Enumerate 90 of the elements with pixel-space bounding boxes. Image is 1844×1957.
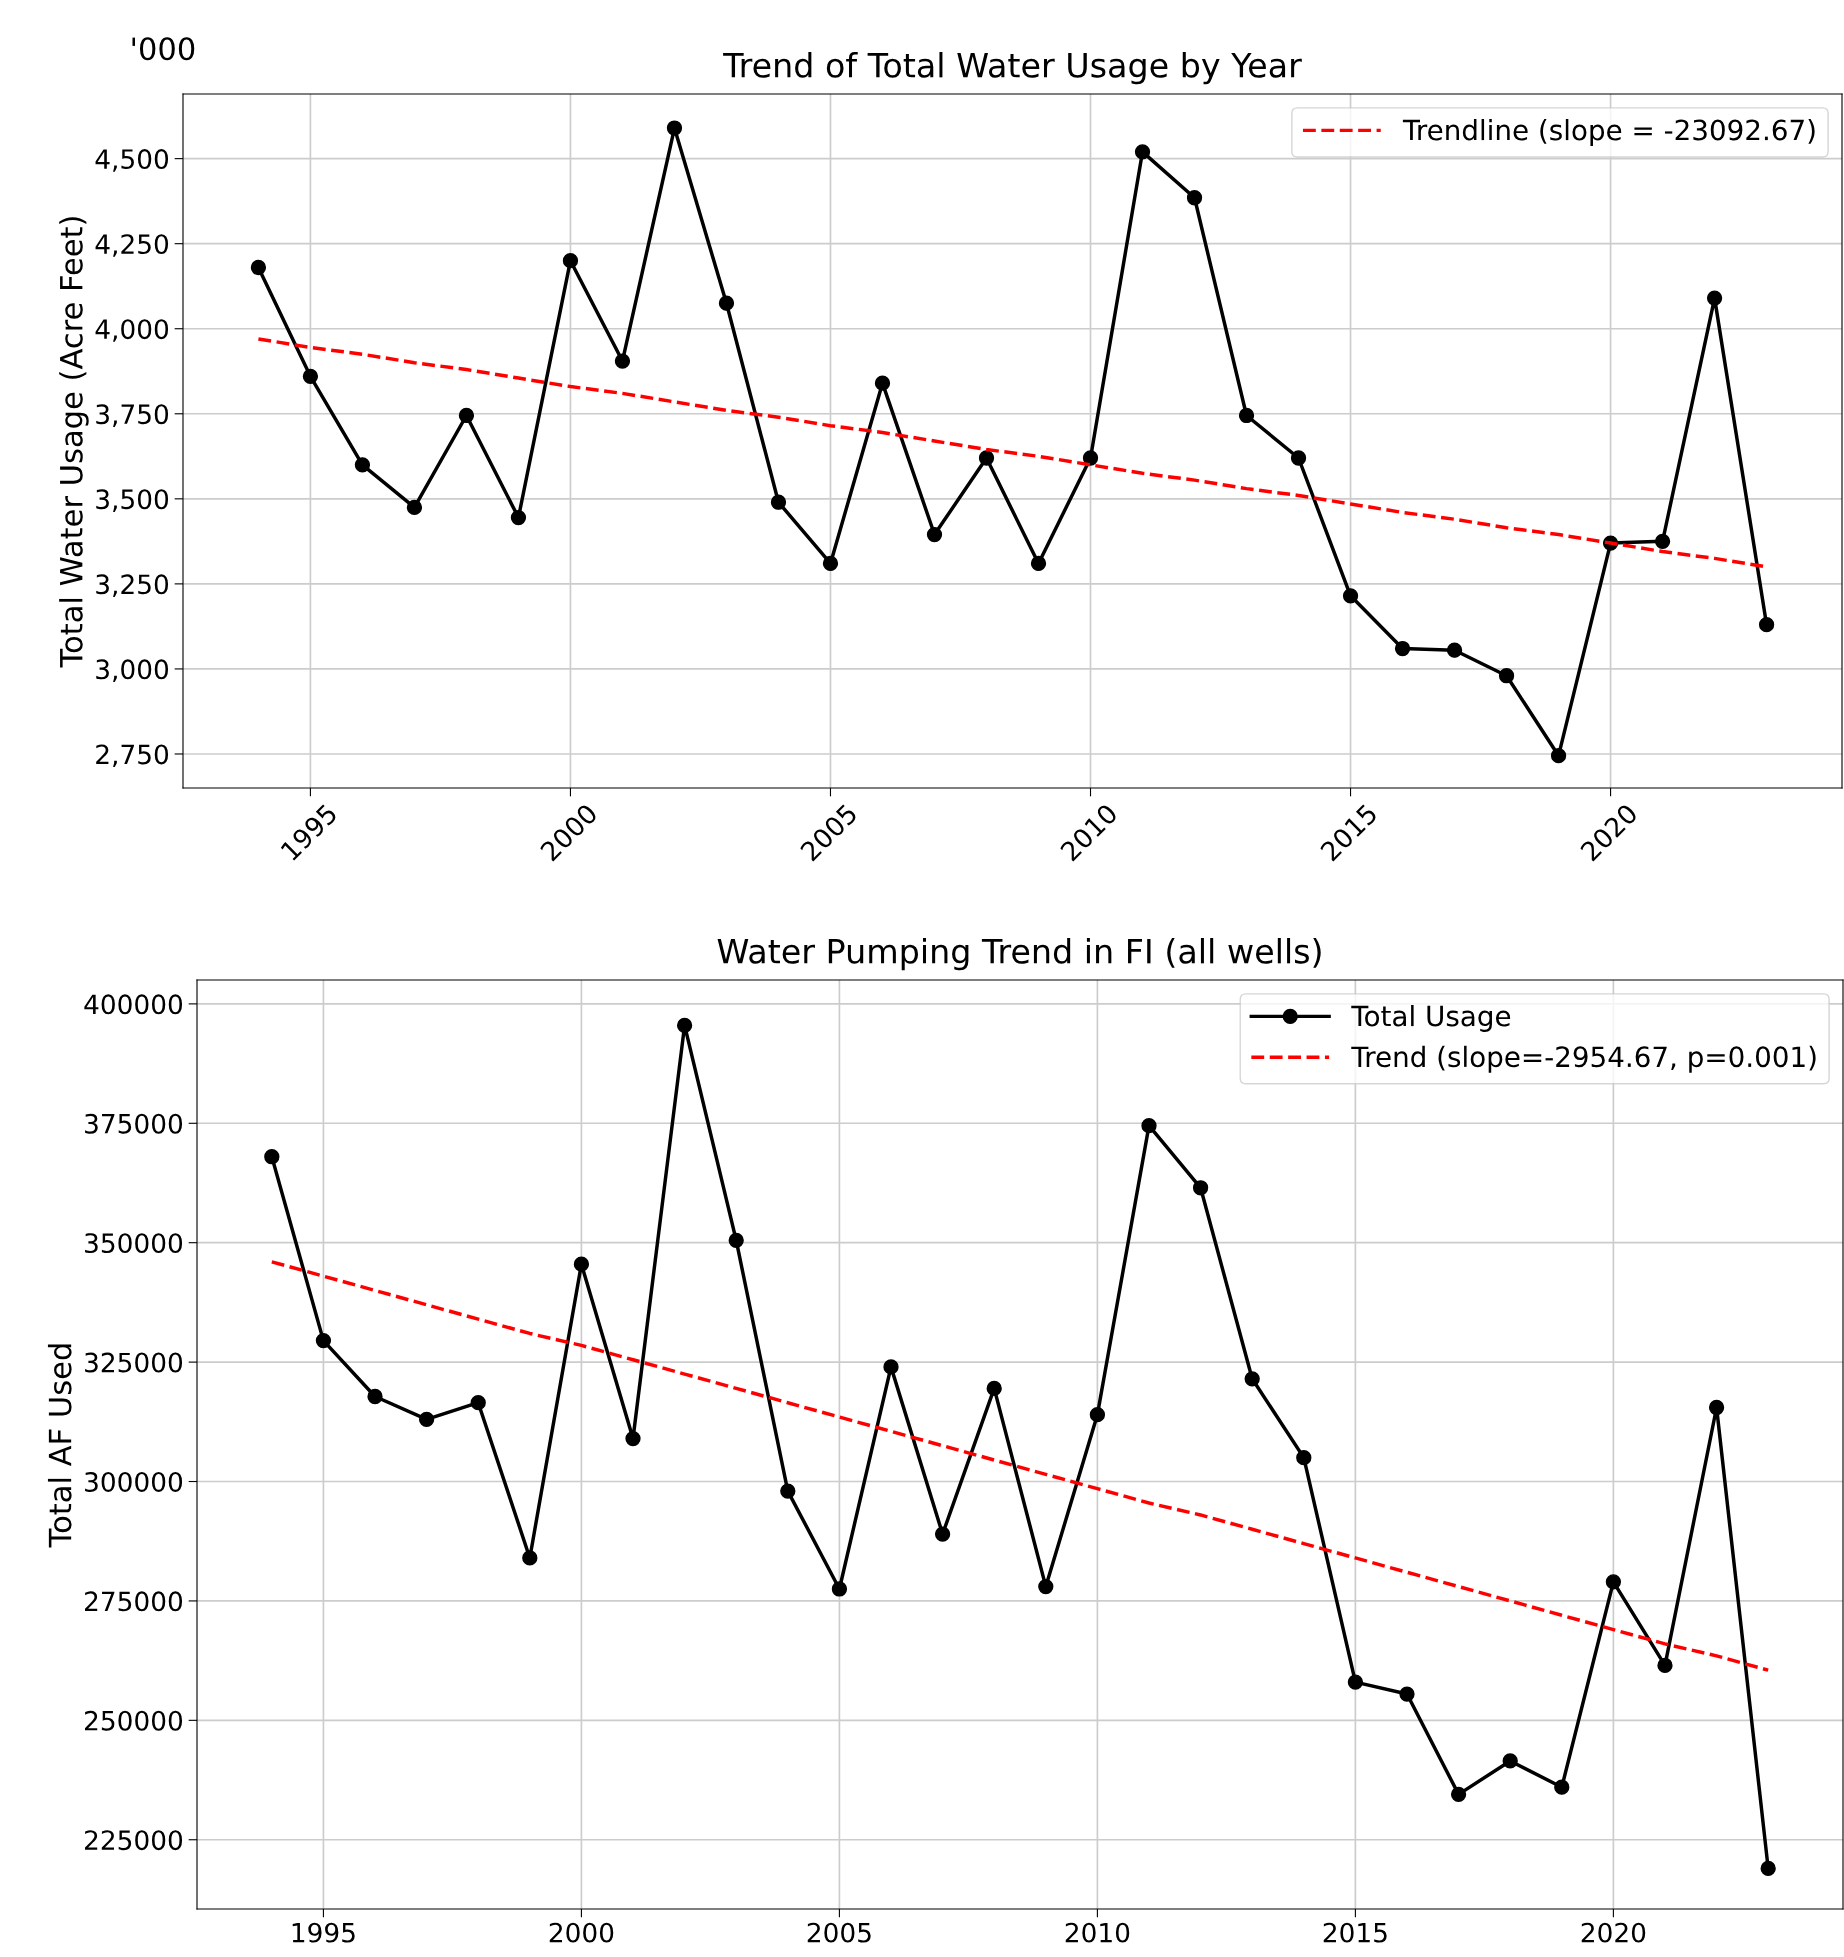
- point: [1347, 1674, 1364, 1690]
- point: [1654, 533, 1671, 549]
- point: [1244, 1371, 1260, 1387]
- point: [1498, 668, 1515, 684]
- y-tick-label: 300000: [85, 1471, 183, 1492]
- point: [1030, 555, 1047, 572]
- y-tick-label: 2,750: [96, 744, 169, 768]
- point: [666, 120, 683, 136]
- point: [264, 1149, 280, 1165]
- point: [934, 1526, 951, 1542]
- legend-label: Trendline (slope = -23092.67): [1402, 119, 1815, 146]
- y-tick-label: 325000: [85, 1352, 183, 1373]
- point: [1446, 642, 1463, 658]
- point: [1141, 1118, 1157, 1134]
- point: [1296, 1449, 1312, 1466]
- y-tick-label: 4,250: [95, 234, 169, 257]
- point: [1038, 1578, 1054, 1595]
- point: [562, 253, 579, 269]
- point: [1082, 450, 1099, 466]
- point: [315, 1332, 332, 1349]
- x-tick-label: 2000: [549, 1922, 614, 1943]
- chart-title: Trend of Total Water Usage by Year: [723, 52, 1302, 85]
- point: [1342, 588, 1359, 604]
- point: [1134, 144, 1151, 160]
- point: [978, 450, 995, 466]
- point: [780, 1483, 796, 1499]
- point: [1706, 290, 1723, 306]
- x-tick-label: 2020: [1581, 1922, 1646, 1943]
- text: '000: [132, 37, 195, 61]
- point: [354, 457, 371, 473]
- x-tick-label: 1995: [292, 1922, 355, 1943]
- point: [883, 1359, 899, 1375]
- point: [1238, 407, 1255, 424]
- chart-title: Water Pumping Trend in FI (all wells): [717, 938, 1321, 971]
- point: [1758, 617, 1775, 633]
- point: [1708, 1399, 1725, 1416]
- x-tick-label: 2015: [1323, 1922, 1387, 1943]
- legend-label: Trend (slope=-2954.67, p=0.001): [1351, 1045, 1816, 1073]
- point: [522, 1550, 538, 1566]
- y-axis-title: Total AF Used: [47, 1344, 72, 1548]
- point: [1554, 1779, 1570, 1795]
- point: [418, 1411, 435, 1428]
- point: [510, 509, 527, 526]
- point: [718, 295, 735, 311]
- x-tick-label: 2005: [807, 1922, 871, 1943]
- point: [770, 494, 787, 510]
- point: [1657, 1657, 1673, 1674]
- point: [1550, 748, 1567, 764]
- point: [406, 499, 423, 515]
- point: [676, 1017, 693, 1034]
- point: [1502, 1753, 1518, 1769]
- y-tick-label: 3,000: [96, 659, 169, 683]
- point: [1089, 1407, 1106, 1423]
- point: [1605, 1574, 1622, 1590]
- point: [1192, 1180, 1209, 1196]
- y-tick-label: 3,250: [96, 574, 169, 597]
- y-tick-label: 250000: [85, 1710, 183, 1731]
- point: [1399, 1686, 1415, 1702]
- point: [302, 368, 319, 385]
- point: [470, 1395, 486, 1411]
- point: [874, 375, 891, 391]
- point: [367, 1388, 383, 1405]
- y-tick-label: 4,500: [95, 149, 169, 172]
- point: [1760, 1860, 1776, 1877]
- point: [926, 526, 943, 543]
- y-tick-label: 275000: [85, 1591, 183, 1612]
- y-tick-label: 3,750: [96, 404, 169, 427]
- point: [573, 1256, 590, 1272]
- y-tick-label: 4,000: [95, 319, 169, 342]
- point: [728, 1232, 744, 1248]
- legend-label: Total Usage: [1351, 1005, 1511, 1032]
- point: [625, 1430, 641, 1447]
- point: [1186, 190, 1203, 206]
- y-tick-label: 400000: [84, 994, 183, 1015]
- point: [1394, 640, 1411, 657]
- point: [986, 1380, 1002, 1397]
- point: [822, 555, 839, 572]
- point: [250, 259, 267, 276]
- point: [1450, 1786, 1467, 1803]
- y-axis-title: Total Water Usage (Acre Feet): [59, 217, 89, 668]
- y-tick-label: 350000: [85, 1233, 183, 1254]
- point: [1290, 450, 1307, 466]
- point: [831, 1581, 848, 1597]
- y-tick-label: 225000: [85, 1830, 183, 1851]
- point: [614, 353, 631, 369]
- point: [458, 407, 475, 424]
- x-tick-label: 2010: [1065, 1922, 1130, 1943]
- y-tick-label: 3,500: [96, 489, 169, 512]
- y-tick-label: 375000: [85, 1113, 183, 1134]
- line-series: [270, 1260, 1770, 1672]
